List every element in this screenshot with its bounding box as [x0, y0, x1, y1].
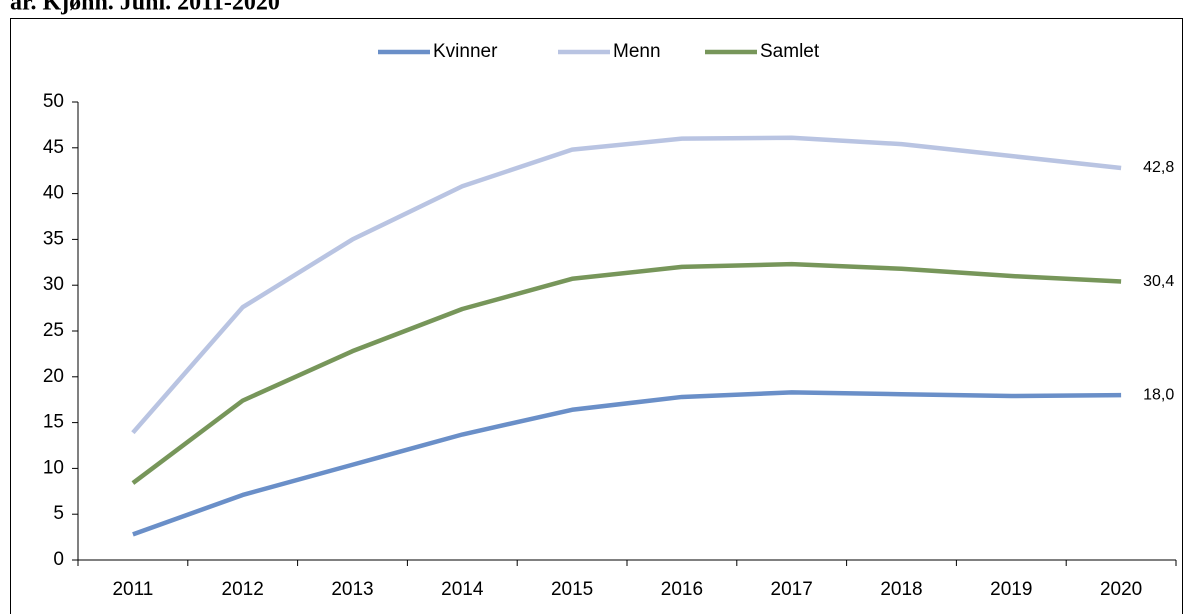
legend-label: Kvinner — [433, 41, 498, 62]
x-tick-label: 2014 — [441, 579, 484, 600]
x-tick-label: 2012 — [222, 579, 264, 600]
y-tick-label: 35 — [43, 228, 64, 249]
data-label: 18,0 — [1143, 386, 1174, 403]
y-tick-label: 10 — [43, 457, 64, 478]
y-tick-label: 25 — [43, 320, 64, 341]
chart-border — [10, 18, 1183, 614]
x-tick-label: 2020 — [1100, 579, 1142, 600]
y-tick-label: 5 — [53, 503, 64, 524]
data-label: 30,4 — [1143, 273, 1174, 290]
y-tick-label: 40 — [43, 183, 64, 204]
y-tick-label: 45 — [43, 137, 64, 158]
legend-label: Samlet — [760, 41, 820, 62]
x-tick-label: 2017 — [771, 579, 813, 600]
y-tick-label: 15 — [43, 412, 64, 433]
x-tick-label: 2016 — [661, 579, 703, 600]
x-tick-label: 2019 — [990, 579, 1032, 600]
x-tick-label: 2013 — [331, 579, 373, 600]
x-tick-label: 2018 — [880, 579, 922, 600]
chart-title: ar. Kjønn. Juni. 2011-2020 — [10, 0, 280, 16]
series-line — [131, 261, 1122, 485]
y-tick-label: 0 — [53, 549, 64, 570]
y-tick-label: 20 — [43, 366, 64, 387]
legend-label: Menn — [613, 41, 661, 62]
y-tick-label: 50 — [43, 91, 64, 112]
y-tick-label: 30 — [43, 274, 64, 295]
series-line — [131, 135, 1122, 435]
x-tick-label: 2011 — [112, 579, 153, 600]
data-label: 42,8 — [1143, 159, 1174, 176]
x-tick-label: 2015 — [551, 579, 593, 600]
series-line — [132, 390, 1122, 537]
